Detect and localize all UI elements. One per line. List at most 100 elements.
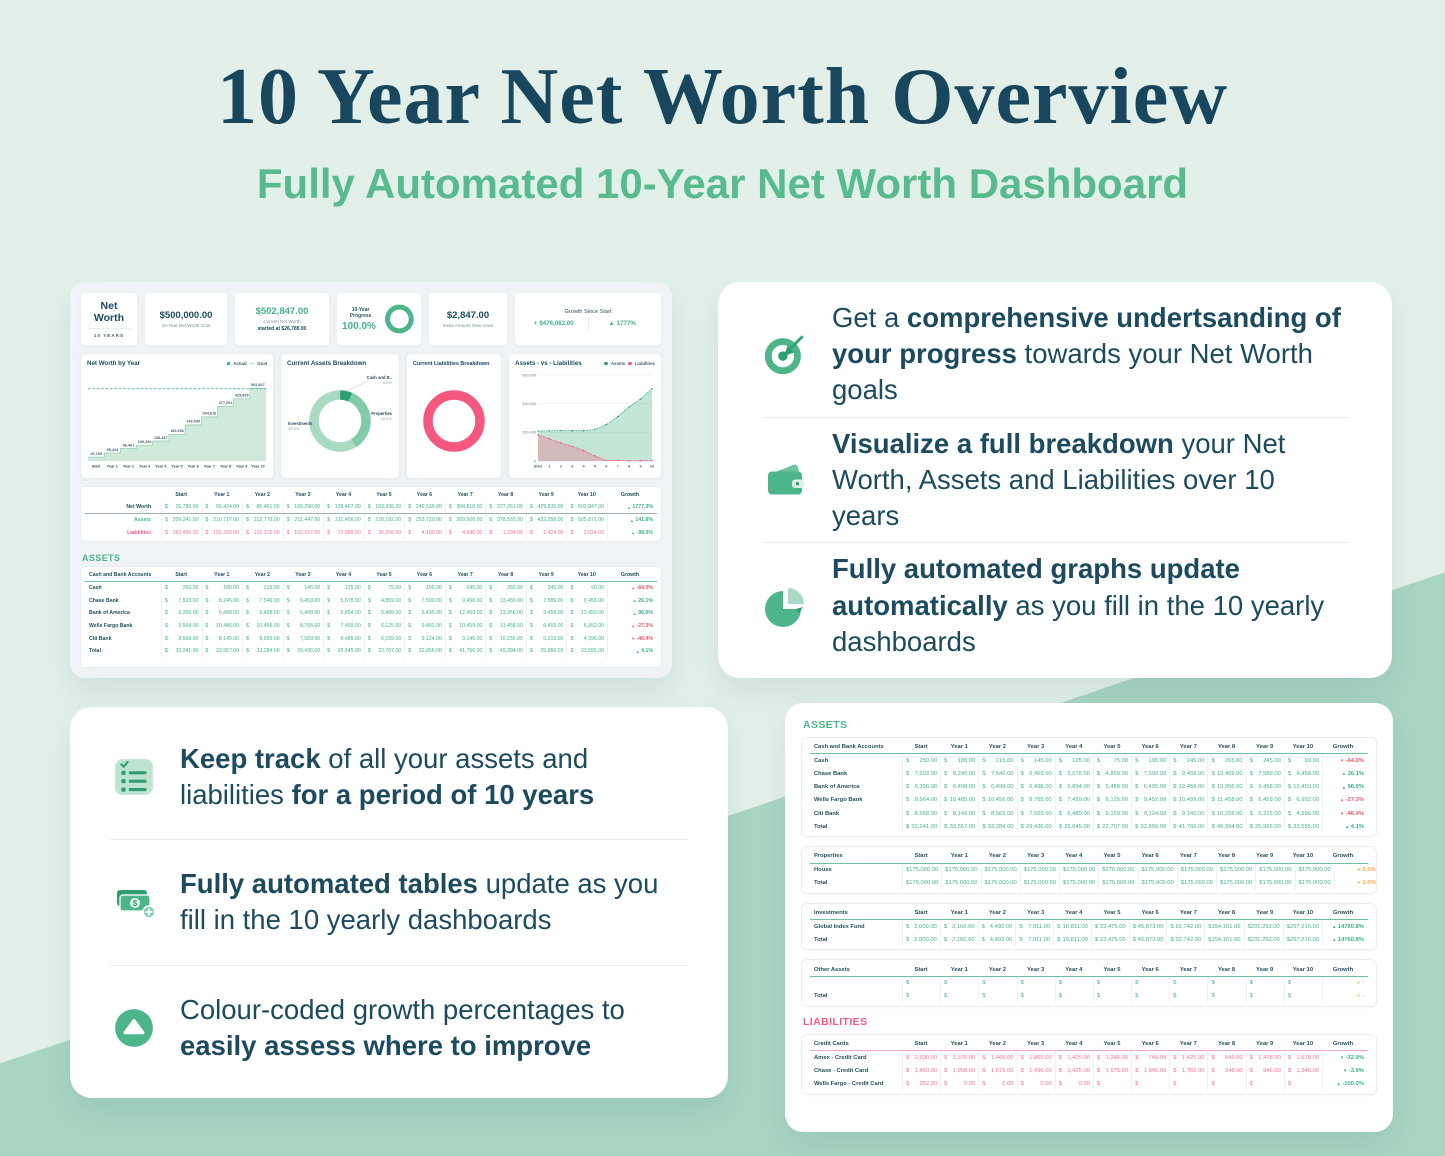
money-cell: $175,000.00 [1098,876,1137,890]
money-cell: $86,461.00 [242,501,283,514]
money-cell: $5,678.00 [323,594,364,608]
money-cell: $ [1169,976,1207,990]
column-header: Year 3 [1027,966,1045,973]
money-cell: $33,284.00 [242,644,283,658]
column-header: Year 4 [1065,909,1083,916]
money-cell: $4,859.00 [1092,767,1131,781]
money-cell: $25,645.00 [323,644,364,658]
money-cell: $32,241.00 [161,644,202,658]
chart-title: Current Assets Breakdown [287,360,367,367]
row-label: Bank of America [814,784,860,791]
growth-percent: ▲ 1777% [608,320,636,327]
column-header: Year 5 [1103,1041,1121,1048]
money-cell: $175,000.00 [1216,876,1255,890]
money-cell: $9,458.00 [1245,780,1284,794]
money-cell: $377,261.00 [485,501,526,514]
table-row: Total $32,241.00 $33,557.00 $33,284.00 $29,4… [85,644,657,658]
money-cell: $ [1245,989,1284,1003]
money-cell: $10,459.00 [1169,793,1207,807]
money-cell: $745.00 [1131,1051,1169,1065]
column-header: Start [914,1041,928,1048]
money-cell: $175,000.00 [980,863,1020,877]
money-cell: $49,394.00 [1207,820,1245,834]
svg-text:Investments: Investments [288,421,313,426]
feature-text: Visualize a full breakdown your Net Wort… [832,427,1286,532]
table-row: Chase Bank $7,503.00 $8,245.00 $7,546.00 $6,… [810,767,1368,781]
table-row: Amex - Credit Card $2,500.00 $1,375.00 $1,4… [810,1051,1368,1065]
feature-item: Fully automated graphs update automatica… [762,542,1348,668]
money-cell: $7,589.00 [525,594,567,608]
column-header: Year 4 [335,572,352,579]
chart-legend: Actual – – Goal [226,361,267,366]
money-cell: $175,000.00 [1255,863,1294,877]
svg-text:183,936: 183,936 [170,429,184,433]
column-header: Year 10 [1292,909,1314,916]
money-cell: $ [1245,1077,1284,1091]
money-cell: $1,958.00 [940,1064,978,1078]
money-cell: $304,818.00 [444,501,486,514]
money-cell: $1,465.00 [978,1051,1016,1065]
money-cell: $2,160.00 [939,933,978,947]
table-row: Chase Bank $7,503.00 $8,245.00 $7,546.00 $6,… [85,594,657,608]
svg-text:138,467: 138,467 [154,436,168,440]
money-cell: $432,259.00 [525,514,567,527]
net-worth-by-year-panel: Net Worth by Year Actual – – Goal 26,785… [80,353,274,479]
progress-ring-icon [385,304,414,334]
column-header: Year 1 [950,853,968,860]
svg-text:58.8%: 58.8% [288,426,300,431]
money-cell: $8,245.00 [201,594,243,608]
column-header: Year 10 [577,572,596,579]
column-header: Start [914,853,928,860]
svg-text:3: 3 [571,465,573,469]
down-growth-icon: ▼ [1339,758,1345,764]
net-worth-summary-table: Start Year 1 Year 2 Year 3 Year 4 Year 5 Year … [80,486,662,543]
money-cell: $ [1245,976,1284,990]
up-growth-icon: ▲ [1332,924,1337,930]
row-label: Liabilities [127,530,151,537]
money-cell: $25,645.00 [1054,820,1093,834]
assets-breakdown-panel: Current Assets Breakdown Cash and B.. 6.6… [280,353,400,479]
table-row: Total $175,000.00 $175,000.00 $175,000.00 $1… [810,876,1376,890]
money-cell: $182,456.00 [161,526,202,540]
money-cell: $10,811.00 [1053,920,1091,934]
money-cell: $175,000.00 [1059,863,1098,877]
money-cell: $1,678.00 [1283,1051,1322,1065]
column-header: Year 1 [950,909,968,916]
money-cell: $245.00 [525,581,567,595]
money-cell: $125.00 [323,581,364,595]
money-cell: $ [1207,989,1245,1003]
money-cell: $12,459.00 [444,607,486,620]
page-title: 10 Year Net Worth Overview [217,53,1228,141]
features-card-bottom-left: Keep track of all your assets and liabil… [70,707,728,1098]
money-cell: $7,459.00 [323,619,364,633]
svg-text:Year 3: Year 3 [139,465,150,469]
column-header: Year 4 [1065,744,1083,751]
column-header: Year 1 [214,572,230,579]
growth-cell: ▼ -64.0% [1322,754,1368,768]
money-cell: $10,485.00 [940,793,978,807]
column-header: Year 3 [295,572,311,579]
money-cell: $10,256.00 [485,632,526,645]
money-cell: $55,424.00 [201,501,243,514]
growth-cell: ▼ -32.9% [1322,1051,1368,1065]
chart-title: Assets - vs - Liabilities [515,360,582,367]
table-row: Wells Fargo - Credit Card $252.00 $0.00 $0.… [810,1077,1368,1091]
column-header: Year 8 [1217,966,1236,973]
money-cell: $6,489.00 [1054,806,1093,821]
chart-title: Current Liabilities Breakdown [413,360,490,367]
money-cell: $7,459.00 [1054,793,1093,807]
money-cell: $183,936.00 [363,501,405,514]
money-cell: $ [1092,989,1131,1003]
column-header: Year 7 [457,492,473,499]
svg-text:249,539: 249,539 [186,420,200,424]
row-label: Citi Bank [814,810,840,817]
money-cell: $6,498.00 [1016,780,1055,794]
money-cell: $6,125.00 [1092,793,1131,807]
money-cell: $125.00 [1054,754,1093,768]
svg-text:5: 5 [594,465,596,469]
column-header: Year 1 [950,744,968,751]
down-growth-icon: ▼ [631,636,636,642]
svg-text:Year 4: Year 4 [155,465,167,469]
column-header: Year 5 [1103,966,1121,973]
growth-cell: ▼ -100.0% [1322,1077,1368,1091]
